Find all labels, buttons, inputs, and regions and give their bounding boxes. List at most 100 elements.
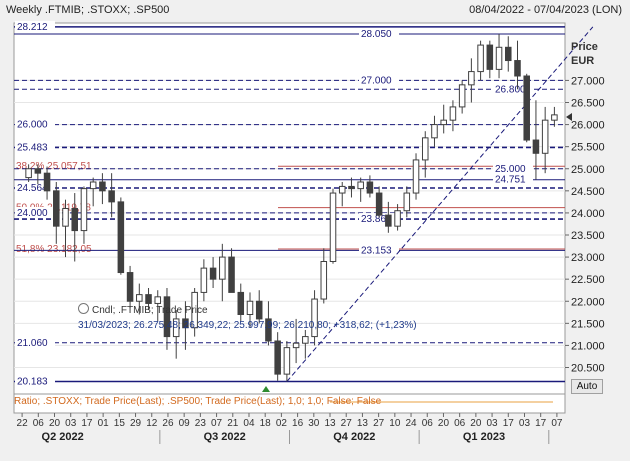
- y-tick-label: 25.000: [571, 164, 605, 176]
- candle: [228, 248, 235, 293]
- candle: [523, 73, 530, 143]
- candle: [421, 131, 429, 178]
- last-price-marker-icon: [566, 113, 572, 121]
- candle-body: [385, 214, 392, 227]
- x-tick-label: 17: [81, 418, 93, 429]
- candle-body: [53, 190, 60, 227]
- y-tick-label: 26.500: [571, 98, 605, 110]
- level-label-bg: [15, 182, 55, 194]
- low-marker-icon: [262, 386, 270, 392]
- candle: [255, 290, 263, 324]
- level-label: 24.000: [17, 208, 48, 219]
- candle: [329, 188, 337, 264]
- x-tick-label: 30: [308, 418, 320, 429]
- candle: [468, 58, 475, 103]
- y-tick-label: 22.500: [571, 274, 605, 286]
- candle: [80, 186, 88, 244]
- level-label-bg: [359, 244, 399, 256]
- candle: [219, 243, 226, 302]
- candle: [62, 199, 69, 258]
- x-tick-label: 18: [260, 418, 272, 429]
- x-tick-label: 27: [341, 418, 353, 429]
- candle-body: [523, 75, 530, 141]
- x-tick-label: 26: [162, 418, 174, 429]
- level-label-bg: [15, 336, 55, 348]
- price-axis-title: Price: [571, 41, 598, 53]
- x-tick-label: 06: [422, 418, 434, 429]
- candle-body: [532, 139, 540, 154]
- level-label: 20.183: [17, 377, 48, 388]
- level-label-bg: [15, 206, 55, 218]
- candle-body: [338, 185, 346, 194]
- fib-label: 51,8% 23.182,05: [16, 244, 92, 255]
- info-icon: [78, 303, 89, 314]
- candle-body: [117, 201, 125, 274]
- candle-body: [62, 208, 69, 227]
- y-tick-label: 26.000: [571, 120, 605, 132]
- candle-body: [292, 342, 300, 349]
- candle: [34, 164, 42, 185]
- level-label-bg: [359, 74, 399, 86]
- candle: [246, 292, 254, 328]
- candle-body: [219, 256, 226, 280]
- candle-body: [412, 159, 420, 194]
- ratio-panel: [13, 393, 566, 414]
- candle-body: [302, 336, 309, 344]
- quarter-label: Q4 2022: [333, 431, 375, 443]
- auto-scale-button[interactable]: Auto: [571, 379, 603, 394]
- level-label-bg: [493, 162, 533, 174]
- candle-body: [209, 267, 217, 280]
- info-box: Cndl; .FTMIB; Trade Price 31/03/2023; 26…: [78, 303, 417, 333]
- x-tick-label: 17: [535, 418, 547, 429]
- candle-body: [311, 298, 318, 338]
- candle-body: [274, 340, 281, 375]
- candle-body: [145, 294, 152, 304]
- candle: [458, 80, 466, 114]
- candle-body: [366, 181, 374, 194]
- y-tick-label: 24.500: [571, 186, 605, 198]
- candle: [265, 301, 272, 346]
- level-label: 21.060: [17, 338, 48, 349]
- fib-label: 38,2% 25.057,51: [16, 161, 92, 172]
- level-label: 27.000: [361, 75, 392, 86]
- x-tick-label: 23: [195, 418, 207, 429]
- y-tick-label: 25.500: [571, 142, 605, 154]
- candle: [495, 34, 503, 79]
- candle: [292, 318, 300, 364]
- candle: [348, 177, 355, 198]
- y-tick-label: 20.500: [571, 363, 605, 375]
- x-tick-label: 03: [487, 418, 499, 429]
- level-label-bg: [15, 375, 55, 387]
- level-label: 26.000: [17, 120, 48, 131]
- x-tick-label: 20: [438, 418, 450, 429]
- candle: [366, 175, 374, 198]
- candle-body: [421, 137, 429, 161]
- candle-body: [191, 291, 198, 329]
- candle: [71, 193, 78, 262]
- x-tick-label: 20: [49, 418, 61, 429]
- x-tick-label: 10: [389, 418, 401, 429]
- candle-body: [237, 291, 245, 315]
- x-tick-label: 06: [33, 418, 45, 429]
- candle: [431, 115, 438, 147]
- candle: [551, 106, 558, 127]
- x-tick-label: 21: [227, 418, 239, 429]
- ratio-legend: Ratio; .STOXX; Trade Price(Last); .SP500…: [14, 396, 382, 407]
- level-label: 24.564: [17, 183, 48, 194]
- chart-title: Weekly .FTMIB; .STOXX; .SP500: [6, 4, 170, 16]
- candle-body: [200, 267, 208, 293]
- candle: [357, 177, 364, 202]
- candle-body: [99, 181, 106, 192]
- candle: [283, 341, 291, 382]
- candle-body: [172, 318, 180, 338]
- candle: [449, 100, 457, 132]
- y-tick-label: 23.500: [571, 230, 605, 242]
- candle-body: [375, 192, 383, 216]
- candle-body: [126, 272, 134, 302]
- candle: [117, 197, 125, 275]
- level-label-bg: [15, 20, 55, 32]
- candle: [541, 106, 549, 174]
- candle: [514, 40, 521, 90]
